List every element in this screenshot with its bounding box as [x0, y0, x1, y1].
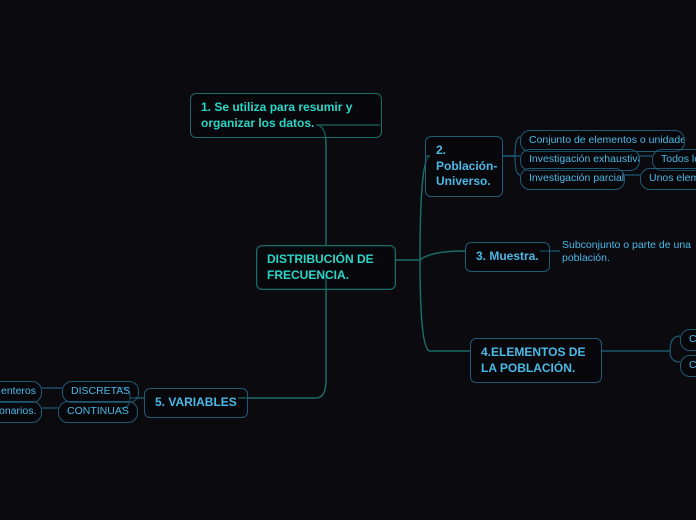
node-3[interactable]: 3. Muestra.: [465, 242, 550, 272]
node-2b1-label: Todos lo: [661, 153, 696, 165]
node-4b-label: Cua: [689, 359, 696, 371]
node-2[interactable]: 2. Población-Universo.: [425, 136, 503, 197]
node-4a-label: Cua: [689, 333, 696, 345]
center-node[interactable]: DISTRIBUCIÓN DE FRECUENCIA.: [256, 245, 396, 290]
node-2a-label: Conjunto de elementos o unidades.: [529, 134, 685, 146]
node-4-label: 4.ELEMENTOS DE LA POBLACIÓN.: [481, 345, 585, 375]
node-4b[interactable]: Cua: [680, 355, 696, 377]
node-2c1[interactable]: Unos elemen: [640, 168, 696, 190]
node-5a-label: DISCRETAS: [71, 385, 130, 397]
node-5-label: 5. VARIABLES: [155, 395, 237, 409]
node-3a-label: Subconjunto o parte de una población.: [562, 239, 691, 264]
node-5b-label: CONTINUAS: [67, 405, 129, 417]
node-5b1[interactable]: onarios.: [0, 401, 42, 423]
node-2c-label: Investigación parcial: [529, 172, 624, 184]
node-2c1-label: Unos elemen: [649, 172, 696, 184]
node-2-label: 2. Población-Universo.: [436, 143, 497, 188]
node-4[interactable]: 4.ELEMENTOS DE LA POBLACIÓN.: [470, 338, 602, 383]
node-5a[interactable]: DISCRETAS: [62, 381, 139, 403]
node-3a: Subconjunto o parte de una población.: [562, 239, 696, 264]
node-5b1-label: onarios.: [0, 405, 36, 417]
node-5a1-label: enteros: [1, 385, 36, 397]
node-1[interactable]: 1. Se utiliza para resumir y organizar l…: [190, 93, 382, 138]
node-1-label: 1. Se utiliza para resumir y organizar l…: [201, 100, 352, 130]
node-4a[interactable]: Cua: [680, 329, 696, 351]
node-5[interactable]: 5. VARIABLES: [144, 388, 248, 418]
node-5b[interactable]: CONTINUAS: [58, 401, 138, 423]
center-label: DISTRIBUCIÓN DE FRECUENCIA.: [267, 252, 374, 282]
node-2c[interactable]: Investigación parcial: [520, 168, 625, 190]
node-3-label: 3. Muestra.: [476, 249, 539, 263]
node-5a1[interactable]: enteros: [0, 381, 42, 403]
node-2b-label: Investigación exhaustiva: [529, 153, 640, 165]
